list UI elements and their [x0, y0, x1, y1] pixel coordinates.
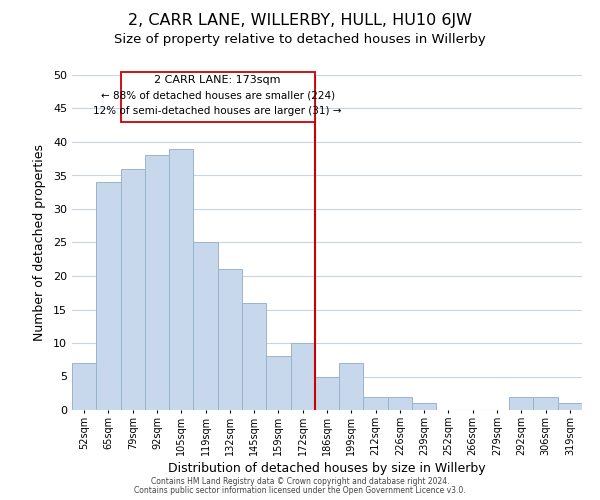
Text: ← 88% of detached houses are smaller (224): ← 88% of detached houses are smaller (22… — [101, 90, 335, 100]
X-axis label: Distribution of detached houses by size in Willerby: Distribution of detached houses by size … — [168, 462, 486, 475]
Text: 12% of semi-detached houses are larger (31) →: 12% of semi-detached houses are larger (… — [94, 106, 342, 116]
Bar — [193, 242, 218, 410]
Bar — [145, 156, 169, 410]
Text: 2, CARR LANE, WILLERBY, HULL, HU10 6JW: 2, CARR LANE, WILLERBY, HULL, HU10 6JW — [128, 12, 472, 28]
FancyBboxPatch shape — [121, 72, 315, 122]
Bar — [364, 396, 388, 410]
Bar — [218, 270, 242, 410]
Bar — [509, 396, 533, 410]
Bar — [121, 169, 145, 410]
Bar — [388, 396, 412, 410]
Text: Size of property relative to detached houses in Willerby: Size of property relative to detached ho… — [114, 32, 486, 46]
Text: 2 CARR LANE: 173sqm: 2 CARR LANE: 173sqm — [154, 74, 281, 85]
Bar — [412, 404, 436, 410]
Bar — [290, 343, 315, 410]
Bar — [169, 148, 193, 410]
Bar — [558, 404, 582, 410]
Bar — [72, 363, 96, 410]
Text: Contains public sector information licensed under the Open Government Licence v3: Contains public sector information licen… — [134, 486, 466, 495]
Bar — [242, 303, 266, 410]
Bar — [96, 182, 121, 410]
Bar — [266, 356, 290, 410]
Text: Contains HM Land Registry data © Crown copyright and database right 2024.: Contains HM Land Registry data © Crown c… — [151, 477, 449, 486]
Bar — [533, 396, 558, 410]
Bar — [315, 376, 339, 410]
Bar — [339, 363, 364, 410]
Y-axis label: Number of detached properties: Number of detached properties — [33, 144, 46, 341]
